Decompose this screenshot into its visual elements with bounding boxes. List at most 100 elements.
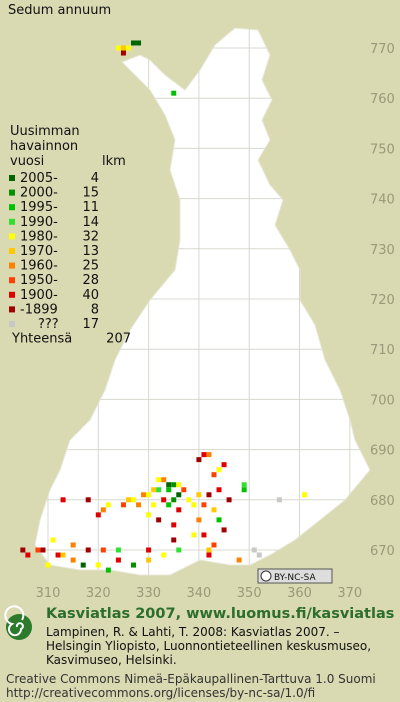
legend-header: havainnon [10,139,78,154]
record-square [251,547,257,553]
record-square [105,502,111,508]
record-square [156,477,162,483]
legend-header: Uusimman [10,124,80,139]
record-square [136,502,142,508]
records [20,40,308,573]
record-square [206,547,212,553]
citation-line: Lampinen, R. & Lahti, T. 2008: Kasviatla… [46,625,340,639]
record-square [161,497,167,503]
x-tick-label: 350 [237,586,262,601]
record-square [191,502,197,508]
species-title: Sedum annuum [8,3,111,18]
record-square [211,472,217,478]
legend-swatch [9,291,15,298]
record-square [105,567,111,573]
logo [4,605,32,640]
x-tick-label: 320 [86,586,111,601]
record-square [226,497,232,503]
legend-swatch [9,321,15,327]
legend-count: 15 [82,186,99,201]
y-tick-label: 690 [370,444,395,459]
legend-label: 1960- [20,259,58,274]
record-square [302,492,308,498]
record-square [131,562,137,568]
record-square [191,532,197,538]
legend-swatch [9,306,15,313]
legend-count: 11 [82,200,99,215]
record-square [50,537,56,543]
record-square [186,497,192,503]
legend-total: 207 [106,332,131,347]
record-square [211,507,217,513]
legend-count-header: lkm [102,154,126,169]
record-square [115,45,121,51]
record-square [221,527,227,533]
y-tick-label: 770 [370,42,395,57]
record-square [176,507,182,513]
record-square [115,547,121,553]
record-square [146,512,152,518]
y-tick-label: 750 [370,142,395,157]
record-square [100,547,106,553]
legend-count: 40 [82,288,99,303]
legend-label: ??? [38,317,59,332]
y-tick-label: 720 [370,293,395,308]
record-square [156,487,162,493]
record-square [211,542,217,548]
x-tick-label: 340 [186,586,211,601]
license-line: Creative Commons Nimeä-Epäkaupallinen-Ta… [6,672,376,686]
record-square [171,522,177,528]
legend-count: 25 [82,259,99,274]
y-tick-label: 730 [370,243,395,258]
legend-swatch [9,233,15,240]
legend-label: 2005- [20,171,58,186]
legend-count: 28 [82,273,99,288]
legend-count: 8 [91,302,99,317]
y-tick-label: 710 [370,343,395,358]
legend-label: 2000- [20,186,58,201]
record-square [45,562,51,568]
y-tick-label: 670 [370,544,395,559]
legend-swatch [9,189,15,196]
record-square [176,482,182,488]
legend-swatch [9,218,15,225]
record-square [70,542,76,548]
record-square [241,482,247,488]
legend-label: 1900- [20,288,58,303]
record-square [276,497,282,503]
record-square [201,532,207,538]
record-square [85,497,91,503]
record-square [146,557,152,563]
x-tick-label: 360 [287,586,312,601]
license-line: http://creativecommons.org/licenses/by-n… [6,686,315,700]
legend-label: -1899 [20,302,58,317]
record-square [206,452,212,458]
record-square [216,487,222,493]
footer-heading: Kasviatlas 2007, www.luomus.fi/kasviatla… [46,606,394,622]
legend-count: 32 [82,229,99,244]
record-square [60,497,66,503]
record-square [115,557,121,563]
record-square [241,487,247,493]
record-square [125,497,131,503]
record-square [120,502,126,508]
record-square [55,552,61,558]
record-square [161,552,167,558]
citation-line: Kasvimuseo, Helsinki. [46,653,177,667]
record-square [176,547,182,553]
record-square [221,462,227,468]
record-square [25,552,31,558]
record-square [95,512,101,518]
legend-swatch [9,175,15,181]
legend-label: 1970- [20,244,58,259]
record-square [120,45,126,51]
record-square [166,502,172,508]
record-square [166,482,172,488]
record-square [125,45,131,51]
legend-swatch [9,277,15,284]
legend-count: 13 [82,244,99,259]
y-tick-label: 760 [370,92,395,107]
record-square [171,482,177,488]
record-square [131,497,137,503]
